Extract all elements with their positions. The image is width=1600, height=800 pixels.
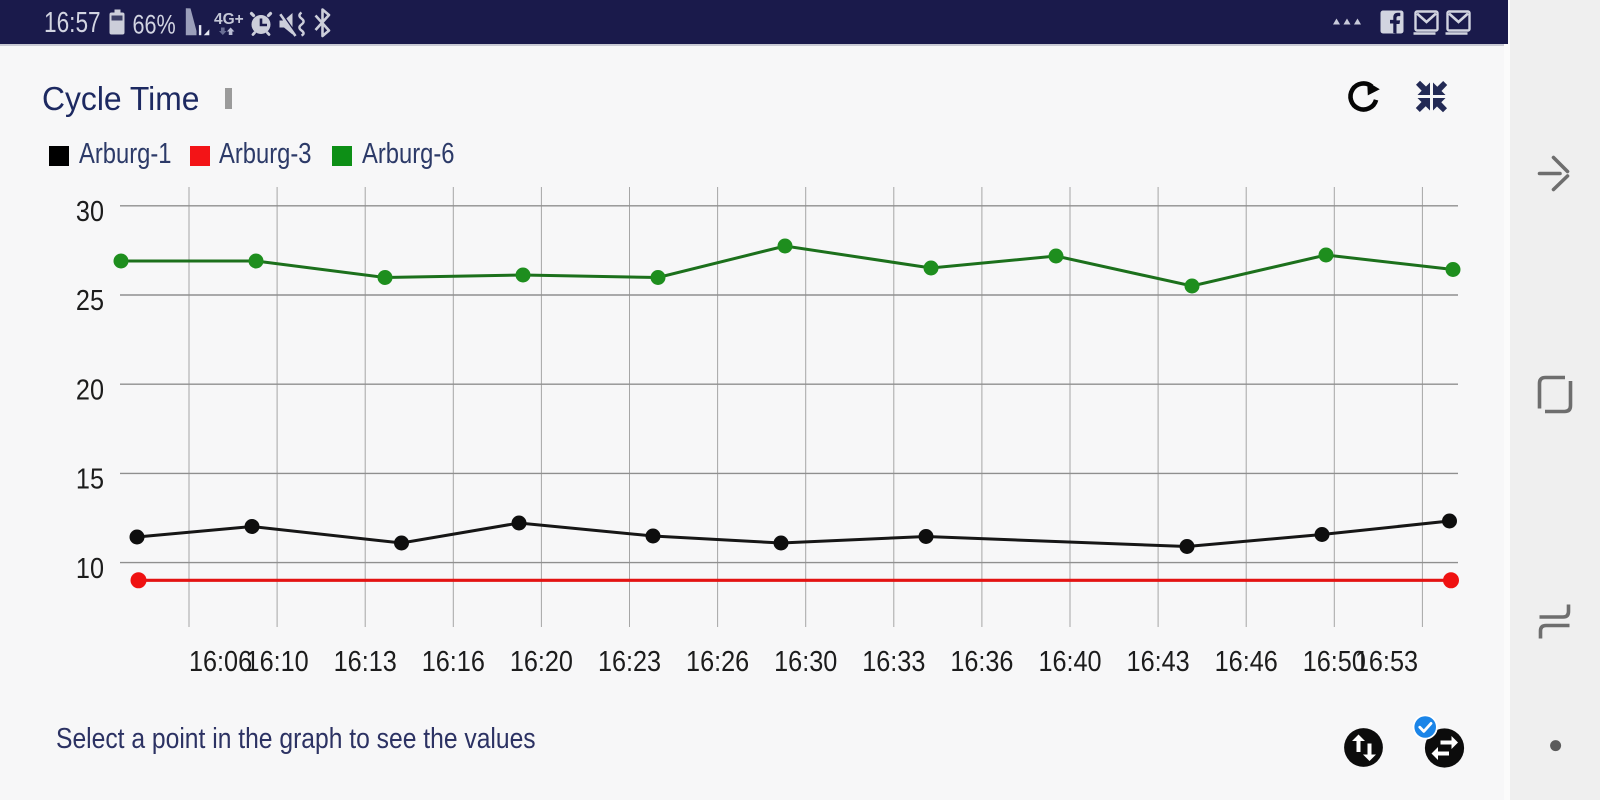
svg-text:16:16: 16:16 [422, 644, 485, 677]
svg-text:16:40: 16:40 [1038, 644, 1101, 677]
svg-text:66%: 66% [133, 10, 176, 40]
svg-text:25: 25 [76, 283, 104, 316]
svg-text:16:20: 16:20 [510, 644, 573, 677]
svg-text:16:46: 16:46 [1215, 644, 1278, 677]
svg-text:16:13: 16:13 [334, 644, 397, 677]
svg-text:16:30: 16:30 [774, 644, 837, 677]
svg-text:16:26: 16:26 [686, 644, 749, 677]
svg-text:15: 15 [76, 462, 104, 495]
svg-text:16:06: 16:06 [189, 644, 252, 677]
svg-text:16:36: 16:36 [950, 644, 1013, 677]
svg-text:16:53: 16:53 [1355, 644, 1418, 677]
svg-text:16:10: 16:10 [246, 644, 309, 677]
svg-text:16:23: 16:23 [598, 644, 661, 677]
svg-text:10: 10 [76, 551, 104, 584]
svg-text:30: 30 [76, 194, 104, 227]
svg-text:16:43: 16:43 [1127, 644, 1190, 677]
svg-text:16:50: 16:50 [1303, 644, 1366, 677]
svg-text:16:33: 16:33 [862, 644, 925, 677]
svg-text:20: 20 [76, 373, 104, 406]
svg-text:4G+: 4G+ [214, 11, 244, 28]
